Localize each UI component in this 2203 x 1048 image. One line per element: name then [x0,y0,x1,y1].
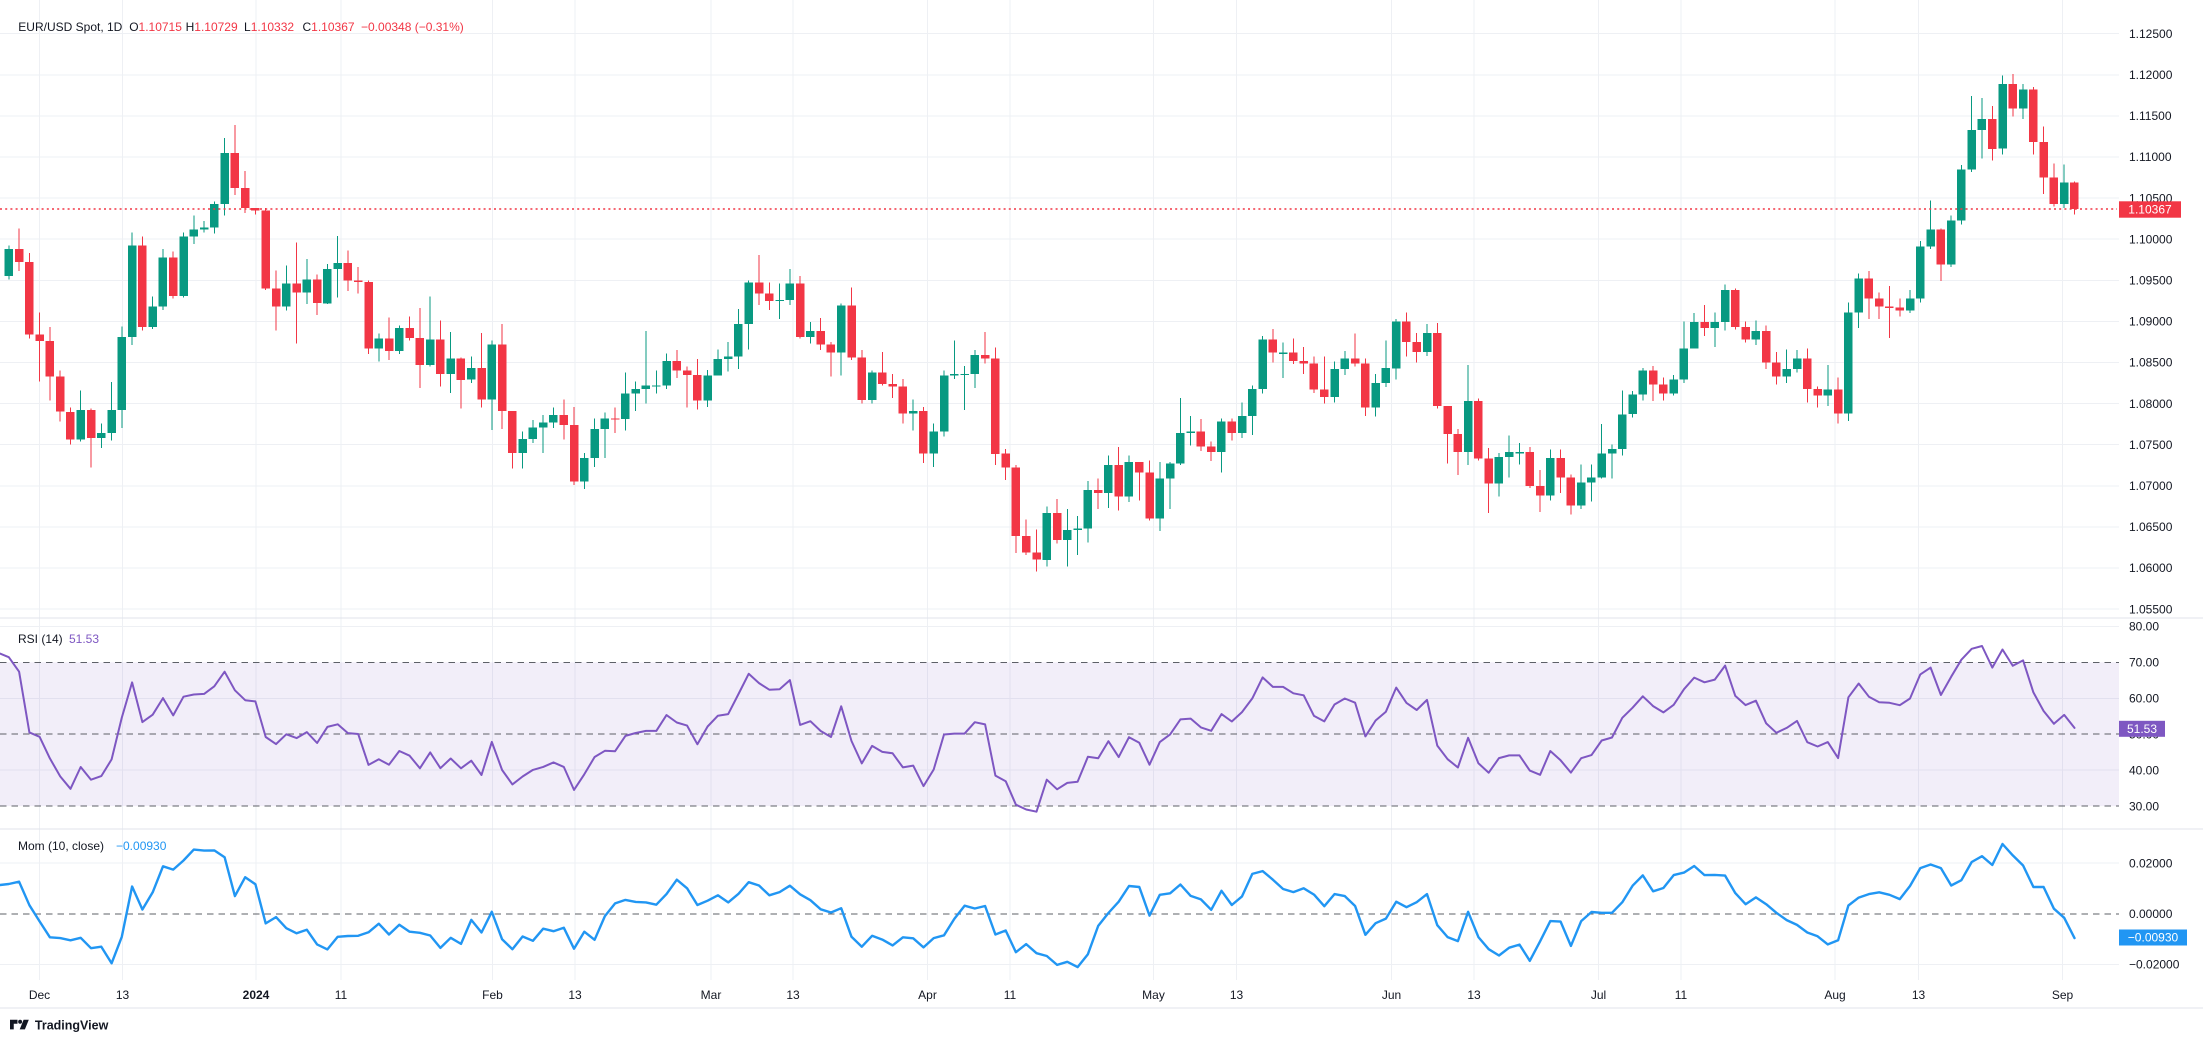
svg-text:1.12000: 1.12000 [2129,68,2173,82]
svg-text:TradingView: TradingView [35,1019,109,1033]
svg-text:−0.00930: −0.00930 [116,839,167,853]
svg-text:RSI (14): RSI (14) [18,632,63,646]
svg-text:13: 13 [1230,988,1244,1002]
svg-text:Feb: Feb [482,988,503,1002]
svg-text:13: 13 [1912,988,1926,1002]
svg-text:1.06000: 1.06000 [2129,561,2173,575]
svg-text:1.06500: 1.06500 [2129,520,2173,534]
svg-text:1.07500: 1.07500 [2129,438,2173,452]
svg-text:Jun: Jun [1382,988,1401,1002]
svg-text:1.05500: 1.05500 [2129,602,2173,616]
svg-text:11: 11 [1004,988,1017,1002]
svg-text:0.00000: 0.00000 [2129,907,2173,921]
svg-text:70.00: 70.00 [2129,656,2159,670]
svg-text:1.09000: 1.09000 [2129,315,2173,329]
svg-text:Sep: Sep [2052,988,2074,1002]
svg-text:13: 13 [116,988,130,1002]
svg-text:1.10000: 1.10000 [2129,232,2173,246]
svg-text:H1.10729: H1.10729 [186,20,238,34]
svg-text:30.00: 30.00 [2129,799,2159,813]
svg-text:0.02000: 0.02000 [2129,857,2173,871]
svg-text:Dec: Dec [29,988,50,1002]
svg-text:13: 13 [786,988,800,1002]
svg-text:O1.10715: O1.10715 [129,20,182,34]
svg-text:C1.10367: C1.10367 [303,20,355,34]
svg-text:1.08500: 1.08500 [2129,356,2173,370]
svg-text:40.00: 40.00 [2129,763,2159,777]
svg-text:13: 13 [568,988,582,1002]
svg-text:11: 11 [335,988,348,1002]
svg-text:EUR/USD Spot, 1D: EUR/USD Spot, 1D [18,20,122,34]
svg-text:11: 11 [1675,988,1688,1002]
svg-text:51.53: 51.53 [2127,722,2157,736]
svg-text:Mom (10, close): Mom (10, close) [18,839,104,853]
svg-text:1.11000: 1.11000 [2129,150,2172,164]
svg-text:60.00: 60.00 [2129,692,2159,706]
svg-text:Jul: Jul [1591,988,1606,1002]
svg-text:−0.00348 (−0.31%): −0.00348 (−0.31%) [361,20,464,34]
svg-text:1.07000: 1.07000 [2129,479,2173,493]
svg-text:Apr: Apr [918,988,937,1002]
svg-text:−0.02000: −0.02000 [2129,958,2180,972]
svg-text:2024: 2024 [243,988,270,1002]
svg-text:L1.10332: L1.10332 [244,20,294,34]
svg-text:Aug: Aug [1824,988,1845,1002]
svg-text:−0.00930: −0.00930 [2128,931,2179,945]
svg-text:13: 13 [1467,988,1481,1002]
svg-text:1.08000: 1.08000 [2129,397,2173,411]
svg-text:May: May [1142,988,1165,1002]
svg-text:1.11500: 1.11500 [2129,109,2172,123]
svg-text:80.00: 80.00 [2129,620,2159,634]
svg-text:1.12500: 1.12500 [2129,27,2173,41]
svg-text:1.10367: 1.10367 [2128,203,2172,217]
svg-text:1.09500: 1.09500 [2129,274,2173,288]
svg-text:51.53: 51.53 [69,632,99,646]
svg-text:Mar: Mar [701,988,722,1002]
